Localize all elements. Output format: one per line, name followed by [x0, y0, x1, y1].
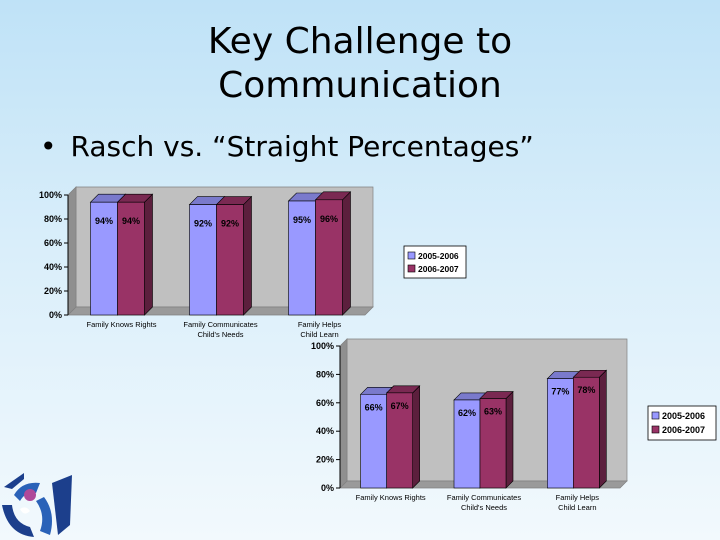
- bullet-item: • Rasch vs. “Straight Percentages”: [40, 130, 534, 163]
- bullet-text: Rasch vs. “Straight Percentages”: [70, 130, 534, 163]
- legend-label: 2005-2006: [662, 411, 705, 421]
- legend-swatch: [651, 425, 660, 434]
- legend-label: 2005-2006: [418, 251, 459, 261]
- y-tick-label: 80%: [44, 214, 62, 224]
- x-category-label: Child's Needs: [461, 503, 507, 512]
- legend-box: [403, 245, 467, 279]
- y-tick-label: 60%: [44, 238, 62, 248]
- data-label: 94%: [95, 216, 113, 226]
- bar: [117, 201, 145, 316]
- bar: [453, 399, 481, 489]
- data-label: 92%: [221, 219, 239, 229]
- bar: [216, 204, 244, 316]
- data-label: 78%: [577, 385, 595, 395]
- bar-side: [412, 385, 420, 489]
- x-category-label: Family Communicates: [447, 493, 521, 502]
- x-category-label: Child Learn: [558, 503, 596, 512]
- bullet-dot-icon: •: [40, 130, 57, 163]
- x-category-label: Family Helps: [556, 493, 600, 502]
- legend-swatch: [407, 251, 416, 260]
- legend-swatch: [407, 264, 416, 273]
- data-label: 96%: [320, 214, 338, 224]
- bar: [386, 392, 413, 489]
- y-tick-label: 40%: [44, 262, 62, 272]
- x-category-label: Child Learn: [300, 330, 338, 339]
- data-label: 95%: [293, 215, 311, 225]
- x-category-label: Child's Needs: [197, 330, 243, 339]
- legend-box: [647, 405, 717, 441]
- data-label: 92%: [194, 219, 212, 229]
- data-label: 77%: [551, 387, 569, 397]
- y-tick-label: 80%: [316, 369, 334, 379]
- y-tick-label: 100%: [39, 190, 62, 200]
- y-tick-label: 20%: [316, 455, 334, 465]
- bar: [360, 393, 387, 489]
- data-label: 94%: [122, 216, 140, 226]
- y-tick-label: 20%: [44, 286, 62, 296]
- title-line-2: Communication: [218, 65, 502, 106]
- bar: [288, 200, 316, 316]
- bar: [573, 376, 600, 489]
- legend-swatch: [651, 411, 660, 420]
- y-tick-label: 100%: [311, 341, 334, 351]
- y-tick-label: 0%: [49, 310, 62, 320]
- data-label: 62%: [458, 408, 476, 418]
- bar: [547, 378, 574, 489]
- x-category-label: Family Knows Rights: [86, 320, 156, 329]
- y-tick-label: 40%: [316, 426, 334, 436]
- y-tick-label: 60%: [316, 398, 334, 408]
- data-label: 67%: [391, 401, 409, 411]
- legend-label: 2006-2007: [662, 425, 705, 435]
- bar: [315, 199, 343, 316]
- legend-label: 2006-2007: [418, 264, 459, 274]
- x-category-label: Family Knows Rights: [356, 493, 426, 502]
- data-label: 66%: [365, 402, 383, 412]
- x-category-label: Family Communicates: [183, 320, 257, 329]
- x-category-label: Family Helps: [298, 320, 342, 329]
- y-tick-label: 0%: [321, 483, 334, 493]
- title-line-1: Key Challenge to: [207, 21, 513, 62]
- bar-side: [599, 369, 607, 489]
- bar: [479, 398, 507, 489]
- plot-side-wall: [339, 338, 348, 489]
- bar-side: [505, 390, 514, 489]
- data-label: 63%: [484, 407, 502, 417]
- slide-title: Key Challenge to Communication: [150, 20, 570, 108]
- bar: [189, 204, 217, 316]
- organization-logo-icon: [2, 473, 72, 537]
